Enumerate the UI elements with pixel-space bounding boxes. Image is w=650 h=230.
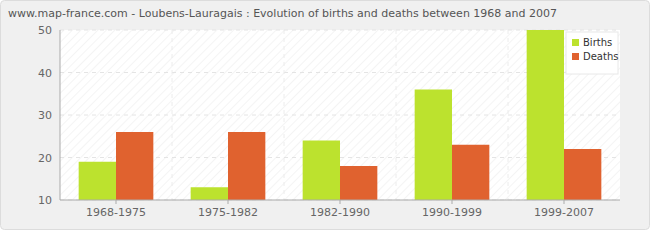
chart: www.map-france.com - Loubens-Lauragais :…: [0, 0, 650, 230]
grid-line-vertical: [172, 30, 173, 200]
bar: [116, 132, 153, 200]
bar: [564, 149, 601, 200]
background: [1, 1, 650, 230]
x-tick-label: 1982-1990: [310, 206, 370, 219]
y-axis: [60, 30, 61, 200]
x-tick-label: 1990-1999: [422, 206, 482, 219]
y-tick-label: 30: [38, 109, 52, 122]
legend-swatch: [572, 39, 579, 46]
y-tick-label: 50: [38, 24, 52, 37]
bar: [79, 162, 116, 200]
grid-line-vertical: [508, 30, 509, 200]
legend-box: [566, 32, 618, 74]
bar: [191, 187, 228, 200]
x-tick-label: 1975-1982: [198, 206, 258, 219]
legend-label: Births: [583, 37, 612, 48]
y-tick-label: 20: [38, 152, 52, 165]
x-tick-label: 1968-1975: [86, 206, 146, 219]
bar: [527, 30, 564, 200]
bars: [79, 30, 602, 200]
grid-line-vertical: [284, 30, 285, 200]
x-tick: [228, 200, 229, 204]
y-tick-label: 10: [38, 194, 52, 207]
legend-label: Deaths: [583, 51, 618, 62]
legend: Births Deaths: [566, 32, 618, 74]
bar: [228, 132, 265, 200]
chart-container: www.map-france.com - Loubens-Lauragais :…: [0, 0, 650, 230]
grid-line-vertical: [396, 30, 397, 200]
y-tick-label: 40: [38, 67, 52, 80]
bar: [303, 141, 340, 201]
title: www.map-france.com - Loubens-Lauragais :…: [8, 7, 557, 20]
bar: [452, 145, 489, 200]
bar: [415, 90, 452, 201]
plot-area: [60, 30, 620, 200]
x-tick-label: 1999-2007: [534, 206, 594, 219]
legend-swatch: [572, 53, 579, 60]
bar: [340, 166, 377, 200]
x-tick: [116, 200, 117, 204]
x-tick: [564, 200, 565, 204]
x-tick: [452, 200, 453, 204]
x-tick: [340, 200, 341, 204]
